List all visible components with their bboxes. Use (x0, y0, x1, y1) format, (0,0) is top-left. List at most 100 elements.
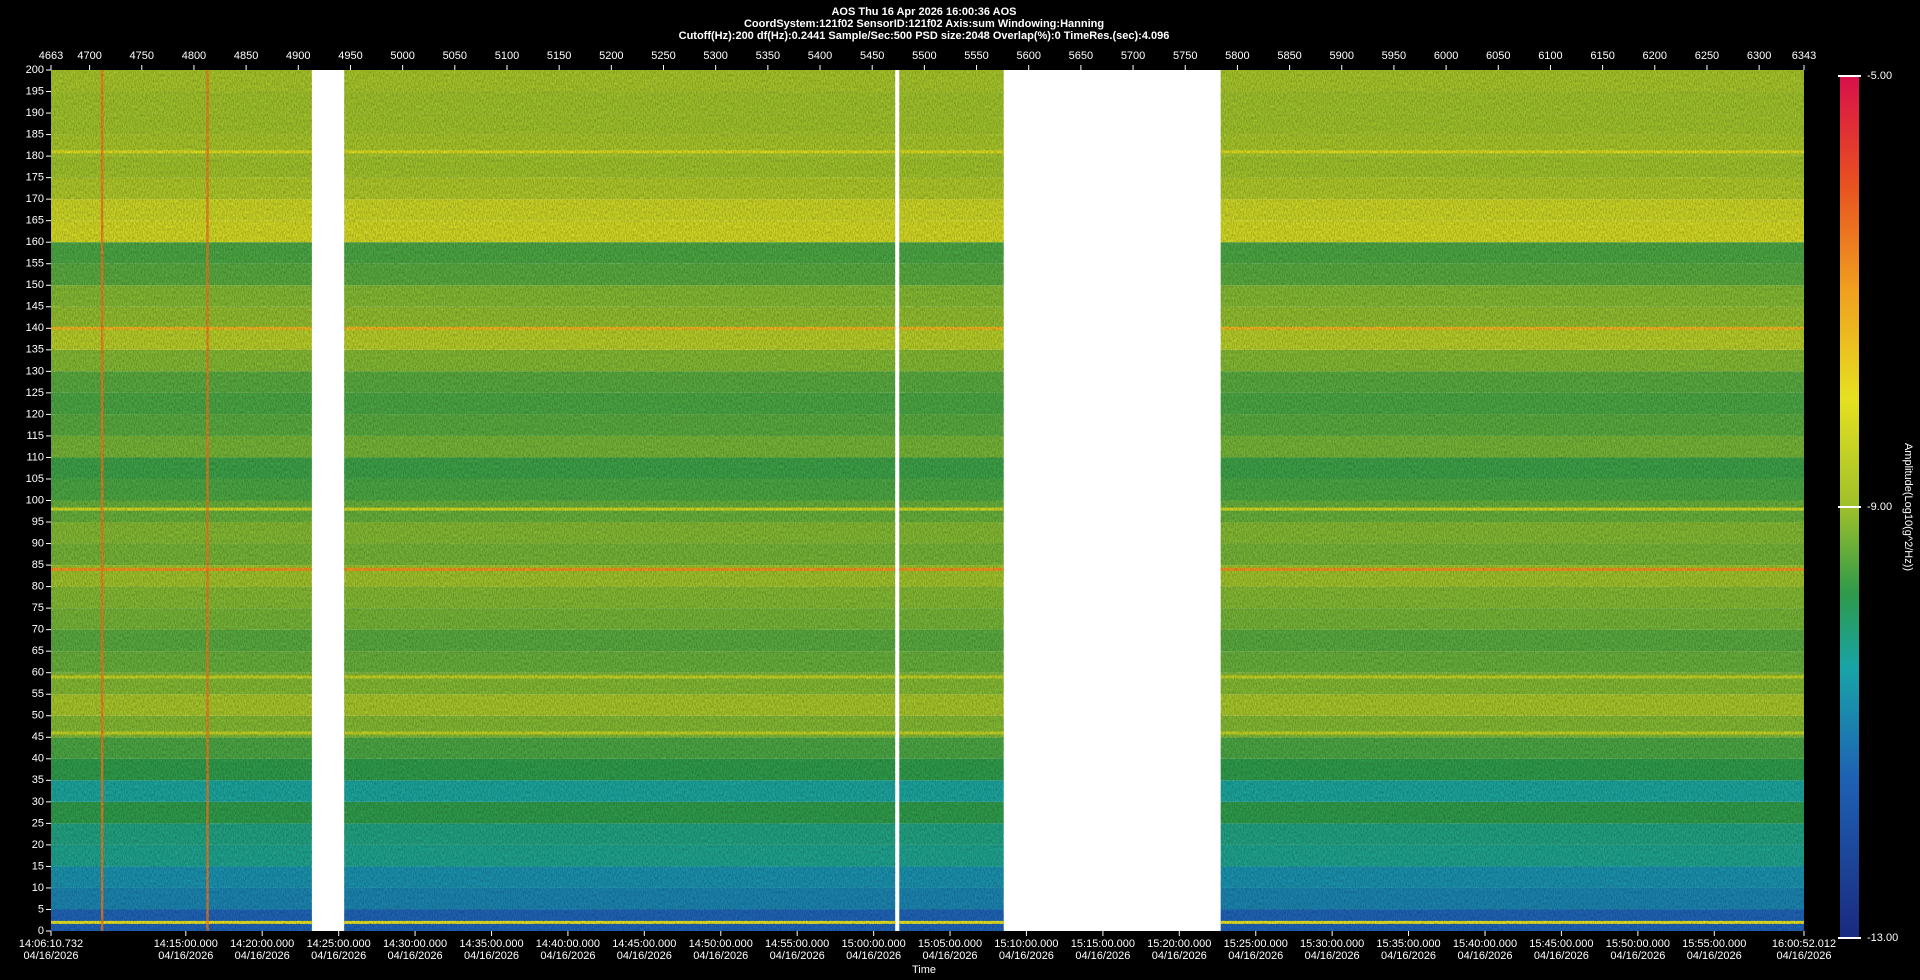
y-tick-label: 170 (26, 193, 44, 205)
time-tick-label: 15:35:00.000 (1376, 938, 1440, 950)
y-tick-label: 25 (32, 817, 44, 829)
time-tick-label: 15:55:00.000 (1682, 938, 1746, 950)
x-tick-label: 6050 (1486, 50, 1510, 62)
time-tick-date: 04/16/2026 (1305, 950, 1360, 962)
y-tick-label: 80 (32, 581, 44, 593)
time-tick-label: 15:15:00.000 (1071, 938, 1135, 950)
x-tick-label: 5700 (1121, 50, 1145, 62)
x-tick-label: 4800 (182, 50, 206, 62)
x-tick-label: 5850 (1277, 50, 1301, 62)
chart-title: AOS Thu 16 Apr 2026 16:00:36 AOS (831, 6, 1016, 18)
y-tick-label: 45 (32, 731, 44, 743)
y-tick-label: 160 (26, 236, 44, 248)
y-tick-label: 130 (26, 365, 44, 377)
x-tick-label: 5050 (443, 50, 467, 62)
time-tick-date: 04/16/2026 (999, 950, 1054, 962)
time-tick-label: 14:55:00.000 (765, 938, 829, 950)
time-tick-date: 04/16/2026 (1075, 950, 1130, 962)
y-tick-label: 65 (32, 645, 44, 657)
time-tick-date: 04/16/2026 (235, 950, 290, 962)
y-tick-label: 175 (26, 172, 44, 184)
time-tick-date: 04/16/2026 (311, 950, 366, 962)
time-tick-date: 04/16/2026 (1228, 950, 1283, 962)
time-tick-label: 14:25:00.000 (307, 938, 371, 950)
time-tick-date: 04/16/2026 (540, 950, 595, 962)
x-tick-label: 5100 (495, 50, 519, 62)
x-tick-label: 5350 (756, 50, 780, 62)
time-tick-date: 04/16/2026 (1534, 950, 1589, 962)
time-tick-label: 15:30:00.000 (1300, 938, 1364, 950)
y-tick-label: 15 (32, 860, 44, 872)
y-tick-label: 0 (38, 925, 44, 937)
colorbar-tick-label: -13.00 (1867, 932, 1898, 944)
x-tick-label: 5950 (1382, 50, 1406, 62)
x-tick-label: 6200 (1643, 50, 1667, 62)
y-tick-label: 110 (26, 451, 44, 463)
time-tick-label: 14:30:00.000 (383, 938, 447, 950)
parameters: Cutoff(Hz):200 df(Hz):0.2441 Sample/Sec:… (679, 30, 1170, 42)
time-tick-date: 04/16/2026 (1381, 950, 1436, 962)
y-tick-label: 35 (32, 774, 44, 786)
time-tick-label: 15:20:00.000 (1147, 938, 1211, 950)
y-tick-label: 95 (32, 516, 44, 528)
texture (344, 70, 896, 931)
y-tick-label: 60 (32, 667, 44, 679)
y-tick-label: 105 (26, 473, 44, 485)
y-tick-label: 120 (26, 408, 44, 420)
time-tick-date: 04/16/2026 (1776, 950, 1831, 962)
time-tick-label: 14:35:00.000 (459, 938, 523, 950)
x-tick-label: 5400 (808, 50, 832, 62)
time-tick-label: 14:15:00.000 (154, 938, 218, 950)
y-tick-label: 145 (26, 301, 44, 313)
time-tick-label: 14:40:00.000 (536, 938, 600, 950)
time-tick-label: 14:50:00.000 (689, 938, 753, 950)
y-tick-label: 155 (26, 258, 44, 270)
x-tick-label: 6100 (1538, 50, 1562, 62)
texture (899, 70, 1004, 931)
colorbar-tick-label: -5.00 (1867, 70, 1892, 82)
x-tick-label: 6150 (1590, 50, 1614, 62)
time-tick-date: 04/16/2026 (1610, 950, 1665, 962)
time-tick-label: 15:25:00.000 (1224, 938, 1288, 950)
y-tick-label: 180 (26, 150, 44, 162)
time-tick-date: 04/16/2026 (388, 950, 443, 962)
x-tick-label: 5750 (1173, 50, 1197, 62)
colorbar-tick-label: -9.00 (1867, 501, 1892, 513)
x-tick-label: 5600 (1016, 50, 1040, 62)
y-tick-label: 195 (26, 85, 44, 97)
x-tick-label: 5450 (860, 50, 884, 62)
y-tick-label: 20 (32, 839, 44, 851)
y-tick-label: 70 (32, 624, 44, 636)
time-tick-label: 15:00:00.000 (842, 938, 906, 950)
y-tick-label: 85 (32, 559, 44, 571)
x-tick-label: 4900 (286, 50, 310, 62)
y-tick-label: 125 (26, 387, 44, 399)
texture (51, 70, 312, 931)
y-tick-label: 100 (26, 494, 44, 506)
x-tick-label: 6250 (1695, 50, 1719, 62)
time-tick-label: 14:06:10.732 (19, 938, 83, 950)
time-tick-date: 04/16/2026 (693, 950, 748, 962)
time-tick-label: 14:45:00.000 (612, 938, 676, 950)
y-tick-label: 165 (26, 215, 44, 227)
x-tick-label: 5200 (599, 50, 623, 62)
x-tick-label: 5800 (1225, 50, 1249, 62)
y-tick-label: 115 (26, 430, 44, 442)
x-tick-label: 5000 (390, 50, 414, 62)
y-tick-label: 40 (32, 753, 44, 765)
x-tick-label: 5300 (703, 50, 727, 62)
x-tick-label: 6000 (1434, 50, 1458, 62)
x-tick-label: 6343 (1792, 50, 1816, 62)
texture (1220, 70, 1804, 931)
x-tick-label: 5250 (651, 50, 675, 62)
x-tick-label: 4663 (39, 50, 63, 62)
x-tick-label: 4950 (338, 50, 362, 62)
y-tick-label: 75 (32, 602, 44, 614)
y-tick-label: 90 (32, 537, 44, 549)
x-axis-label: Time (912, 964, 936, 976)
time-tick-date: 04/16/2026 (23, 950, 78, 962)
time-tick-date: 04/16/2026 (1152, 950, 1207, 962)
time-tick-date: 04/16/2026 (1457, 950, 1512, 962)
time-tick-label: 15:05:00.000 (918, 938, 982, 950)
